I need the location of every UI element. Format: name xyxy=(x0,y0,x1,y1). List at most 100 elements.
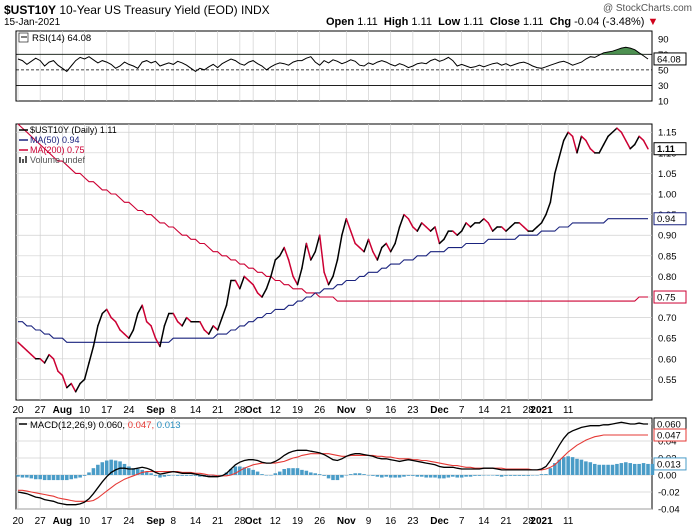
macd-histogram-bar xyxy=(632,463,637,475)
macd-histogram-bar xyxy=(60,474,65,481)
macd-histogram-bar xyxy=(597,464,601,475)
macd-histogram-bar xyxy=(113,460,118,475)
price-segment xyxy=(123,333,130,339)
macd-x-tick-label: 17 xyxy=(101,516,113,527)
macd-histogram-bar xyxy=(393,474,397,478)
macd-histogram-bar xyxy=(424,474,428,478)
price-segment xyxy=(163,312,170,327)
price-segment xyxy=(571,135,578,154)
price-y-tick-label: 0.55 xyxy=(658,375,677,386)
price-segment xyxy=(101,308,108,315)
rsi-legend-label: RSI(14) 64.08 xyxy=(32,33,91,44)
price-y-tick-label: 0.90 xyxy=(658,231,677,242)
macd-histogram-bar xyxy=(167,474,171,476)
price-segment xyxy=(70,382,77,393)
price-segment xyxy=(176,320,183,327)
price-segment xyxy=(66,382,72,389)
price-x-tick-label: 16 xyxy=(385,405,397,416)
macd-x-tick-label: 14 xyxy=(478,516,490,527)
instrument-name: 10-Year US Treasury Yield (EOD) xyxy=(59,3,238,17)
macd-histogram-bar xyxy=(451,474,455,477)
price-current-label: 1.11 xyxy=(657,144,676,155)
macd-histogram-bar xyxy=(415,474,420,477)
price-x-tick-label: 28 xyxy=(523,405,535,416)
macd-histogram-bar xyxy=(189,474,193,476)
macd-histogram-bar xyxy=(486,474,491,476)
price-segment xyxy=(554,156,561,175)
brand-link[interactable]: @ StockCharts.com xyxy=(602,3,692,14)
macd-x-tick-label: Aug xyxy=(53,516,72,527)
price-segment xyxy=(52,358,59,372)
macd-histogram-bar xyxy=(535,474,539,476)
price-segment xyxy=(323,271,330,286)
price-segment xyxy=(412,226,419,232)
macd-histogram-bar xyxy=(628,463,633,475)
symbol: $UST10Y xyxy=(4,3,57,17)
price-segment xyxy=(549,172,556,204)
price-segment xyxy=(341,217,348,236)
price-y-tick-label: 0.80 xyxy=(658,272,677,283)
macd-histogram-bar xyxy=(504,474,508,476)
macd-histogram-bar xyxy=(291,468,295,475)
macd-histogram-bar xyxy=(548,468,553,475)
price-segment xyxy=(234,279,241,290)
macd-histogram-bar xyxy=(42,474,47,481)
price-segment xyxy=(394,226,401,245)
chart-date: 15-Jan-2021 xyxy=(4,17,61,28)
price-segment xyxy=(256,292,263,298)
macd-histogram-bar xyxy=(326,474,331,479)
price-segment xyxy=(216,316,223,331)
macd-legend-part: 0.013 xyxy=(157,420,181,431)
macd-histogram-bar xyxy=(87,472,91,475)
macd-legend-label: MACD(12,26,9) 0.060, 0.047, 0.013 xyxy=(30,420,181,431)
macd-histogram-bar xyxy=(100,462,105,475)
price-current-label: 0.75 xyxy=(657,293,676,304)
macd-x-tick-label: 26 xyxy=(314,516,326,527)
price-segment xyxy=(83,362,90,381)
macd-histogram-bar xyxy=(78,474,82,478)
macd-histogram-bar xyxy=(553,463,557,475)
high-label: High xyxy=(383,16,409,28)
price-segment xyxy=(239,275,246,290)
ma50-line xyxy=(18,218,648,343)
macd-y-tick-label: -0.04 xyxy=(658,505,680,516)
price-segment xyxy=(456,230,463,236)
macd-histogram-bar xyxy=(650,463,655,475)
price-segment xyxy=(119,329,126,335)
price-segment xyxy=(629,143,636,150)
price-segment xyxy=(465,222,472,228)
price-current-label-box xyxy=(653,290,687,304)
high-value: 1.11 xyxy=(411,16,433,28)
price-segment xyxy=(61,374,68,389)
macd-histogram-bar xyxy=(539,474,544,475)
price-segment xyxy=(367,238,374,253)
macd-histogram-bar xyxy=(517,474,522,476)
macd-x-tick-label: 27 xyxy=(35,516,47,527)
price-x-tick-label: Oct xyxy=(245,405,262,416)
rsi-y-tick-label: 30 xyxy=(658,81,669,92)
macd-histogram-bar xyxy=(282,469,286,475)
rsi-y-tick-label: 10 xyxy=(658,97,669,108)
macd-histogram-bar xyxy=(557,459,562,475)
low-value: 1.11 xyxy=(463,16,484,28)
price-segment xyxy=(137,304,143,315)
price-segment xyxy=(452,230,458,236)
price-segment xyxy=(154,337,161,348)
macd-histogram-bar xyxy=(371,474,375,476)
macd-current-label: 0.060 xyxy=(657,419,681,430)
price-segment xyxy=(505,226,512,232)
price-segment xyxy=(567,131,574,138)
price-segment xyxy=(30,353,37,360)
price-x-tick-label: 26 xyxy=(314,405,326,416)
price-x-tick-label: Sep xyxy=(146,405,164,416)
macd-x-tick-label: 28 xyxy=(523,516,535,527)
price-segment xyxy=(310,250,317,261)
macd-histogram-bar xyxy=(295,468,300,475)
price-segment xyxy=(478,217,485,224)
macd-x-tick-label: 9 xyxy=(366,516,372,527)
price-segment xyxy=(589,147,596,154)
macd-histogram-bar xyxy=(522,474,526,476)
rsi-y-tick-label: 50 xyxy=(658,65,669,76)
macd-histogram-bar xyxy=(207,474,211,477)
